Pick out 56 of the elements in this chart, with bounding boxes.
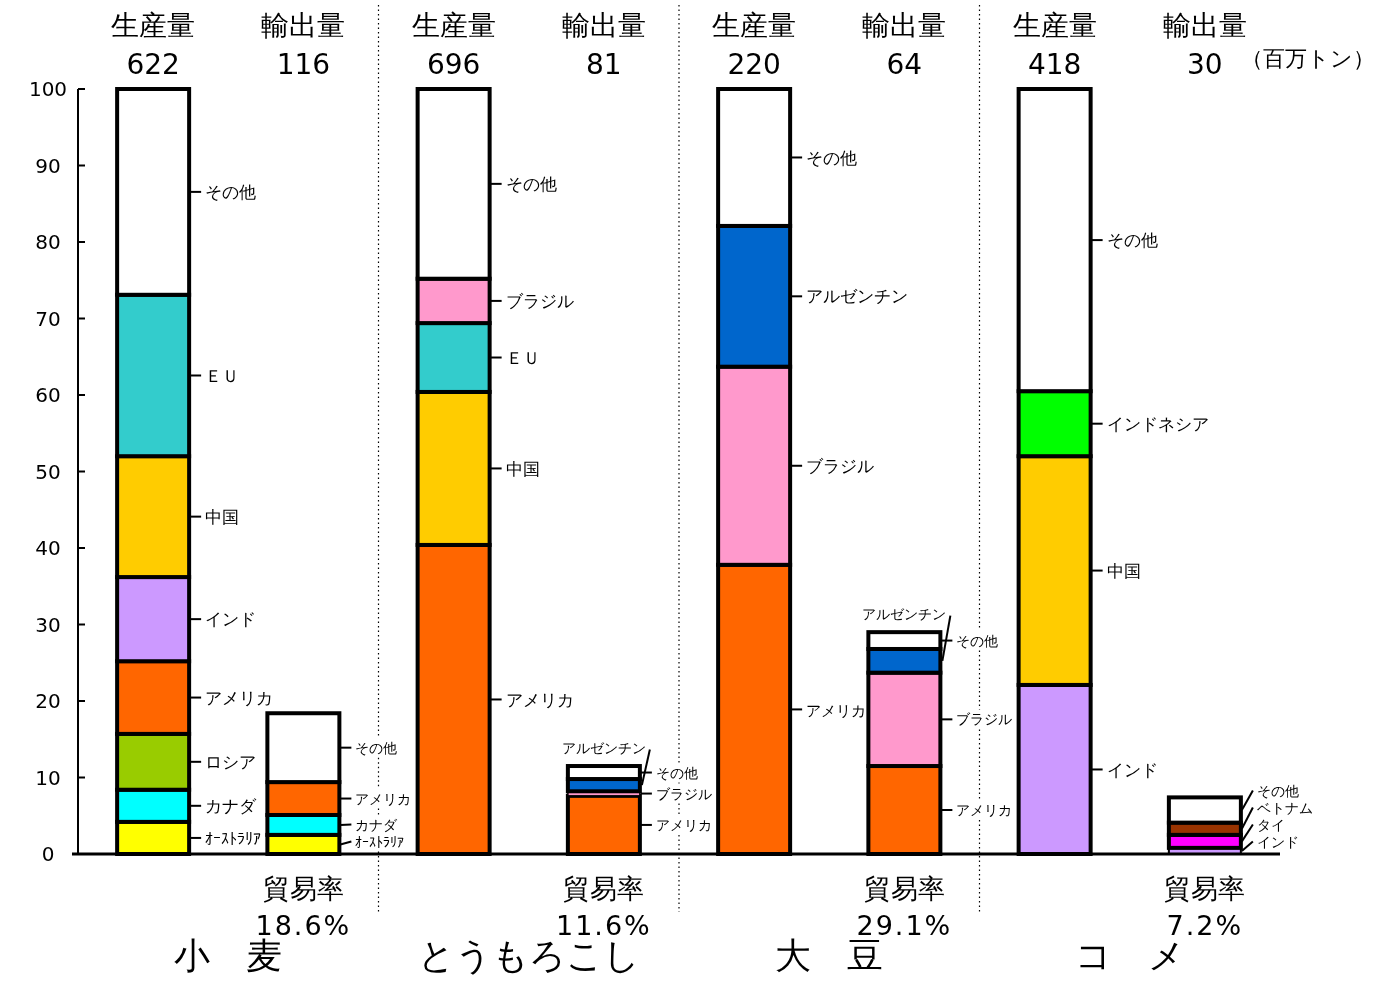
- text: その他: [655, 764, 698, 781]
- text: 中国: [505, 458, 540, 479]
- y-tick-label: 50: [35, 459, 61, 484]
- y-tick-label: 80: [35, 230, 61, 254]
- y-tick-label: 90: [35, 153, 61, 178]
- text: ブラジル: [956, 711, 1013, 728]
- x-tick-label: 生産量 418: [1012, 9, 1097, 81]
- legend-label: ＥＵ: [205, 365, 240, 386]
- text: アルゼンチン: [561, 739, 646, 756]
- text: ＥＵ: [505, 347, 540, 368]
- legend-label: ロシア: [205, 751, 257, 772]
- y-tick-label: 30: [35, 612, 61, 637]
- text: その他: [505, 173, 557, 194]
- text: アメリカ: [505, 689, 574, 710]
- text: インド: [1256, 833, 1299, 850]
- x-tick-label: 生産量 696: [411, 9, 496, 81]
- legend-label: 中国: [205, 506, 240, 527]
- legend-label: アメリカ: [205, 687, 274, 708]
- legend-label: カナダ: [205, 795, 258, 816]
- x-tick-label: 輸出量 81: [561, 9, 646, 81]
- x-tick-label: 生産量 622: [111, 9, 196, 81]
- text: その他: [1256, 782, 1299, 799]
- legend-label: タイ: [1256, 816, 1285, 833]
- text: カナダ: [355, 816, 398, 833]
- y-tick-label: 60: [35, 383, 61, 407]
- text: その他: [806, 147, 858, 168]
- text: アメリカ: [956, 802, 1013, 819]
- text: 小 麦: [174, 935, 283, 976]
- y-tick-label: 10: [35, 765, 61, 790]
- y-tick-label: 100: [28, 77, 68, 101]
- legend-label: ブラジル: [505, 291, 574, 312]
- legend-label: インドネシア: [1106, 413, 1209, 434]
- text: ｵｰｽﾄﾗﾘｱ: [355, 833, 405, 850]
- legend-label: ｵｰｽﾄﾗﾘｱ: [205, 829, 262, 849]
- text: 中国: [1106, 560, 1141, 581]
- y-tick-label: 20: [35, 689, 61, 713]
- text: ブラジル: [806, 455, 875, 476]
- y-tick-label: 40: [35, 536, 61, 560]
- y-tick-label: 70: [35, 306, 61, 331]
- legend-label: ベトナム: [1256, 799, 1313, 816]
- text: アメリカ: [355, 790, 412, 807]
- text: その他: [355, 739, 398, 756]
- x-tick-label: 生産量 220: [712, 9, 797, 81]
- text: インド: [1106, 759, 1158, 780]
- text: アルゼンチン: [862, 605, 947, 622]
- text: ブラジル: [655, 785, 712, 802]
- text: アメリカ: [806, 701, 867, 719]
- legend-label: その他: [205, 182, 257, 203]
- text: アメリカ: [655, 816, 712, 833]
- x-tick-label: 輸出量 116: [261, 9, 346, 81]
- text: その他: [956, 632, 999, 649]
- legend-label: アルゼンチン: [806, 286, 909, 307]
- text: その他: [1106, 230, 1158, 251]
- legend-label: インド: [205, 609, 257, 630]
- x-tick-label: 輸出量 64: [862, 9, 947, 81]
- y-tick-label: 0: [41, 842, 55, 866]
